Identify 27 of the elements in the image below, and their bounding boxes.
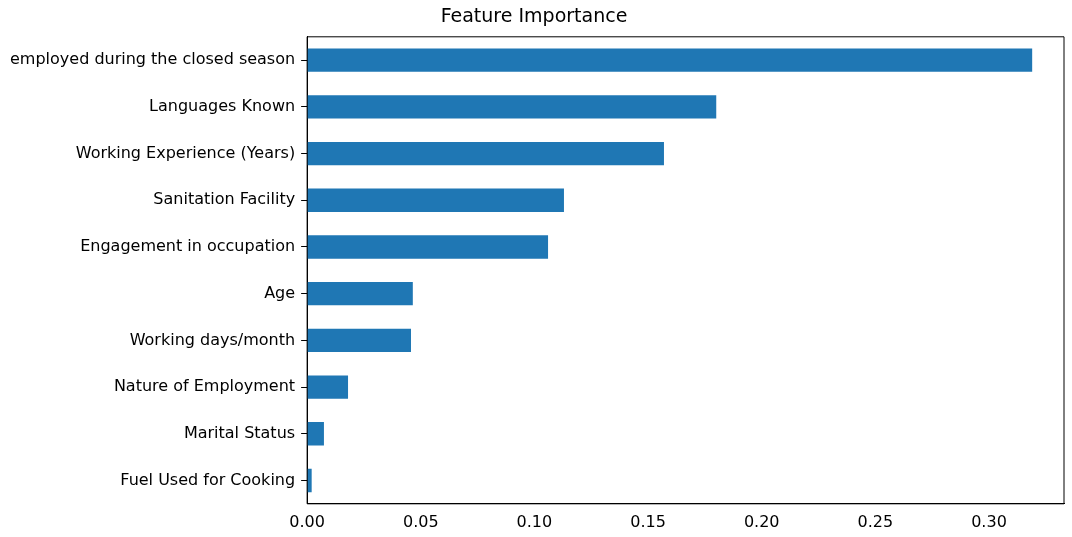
x-tick-label: 0.20 <box>743 511 780 531</box>
x-tick-label: 0.10 <box>516 511 553 531</box>
bar <box>307 188 564 212</box>
x-tick-label: 0.30 <box>971 511 1007 531</box>
x-tick-label: 0.05 <box>402 511 439 531</box>
x-tick-label: 0.25 <box>857 511 894 531</box>
y-tick-label: Engagement in occupation <box>80 236 296 256</box>
y-tick-label: Working days/month <box>129 329 296 349</box>
bar <box>307 375 349 399</box>
y-tick-label: Age <box>264 282 296 302</box>
x-tick-label: 0.00 <box>289 511 325 531</box>
y-tick-label: Sanitation Facility <box>153 189 296 209</box>
bar <box>307 48 1033 72</box>
chart-title: Feature Importance <box>440 4 628 27</box>
y-tick-label: Fuel Used for Cooking <box>120 469 296 489</box>
y-tick-label: Marital Status <box>183 422 296 442</box>
bar <box>307 281 413 306</box>
y-tick-label: Working Experience (Years) <box>75 142 296 162</box>
x-tick-label: 0.15 <box>630 511 666 531</box>
bar <box>307 95 717 119</box>
bar <box>307 141 664 166</box>
y-tick-label: employed during the closed season <box>10 49 296 69</box>
y-tick-label: Nature of Employment <box>113 376 296 396</box>
y-tick-label: Languages Known <box>149 96 296 116</box>
bar <box>307 328 411 353</box>
bar <box>307 422 324 446</box>
bar <box>307 235 549 259</box>
